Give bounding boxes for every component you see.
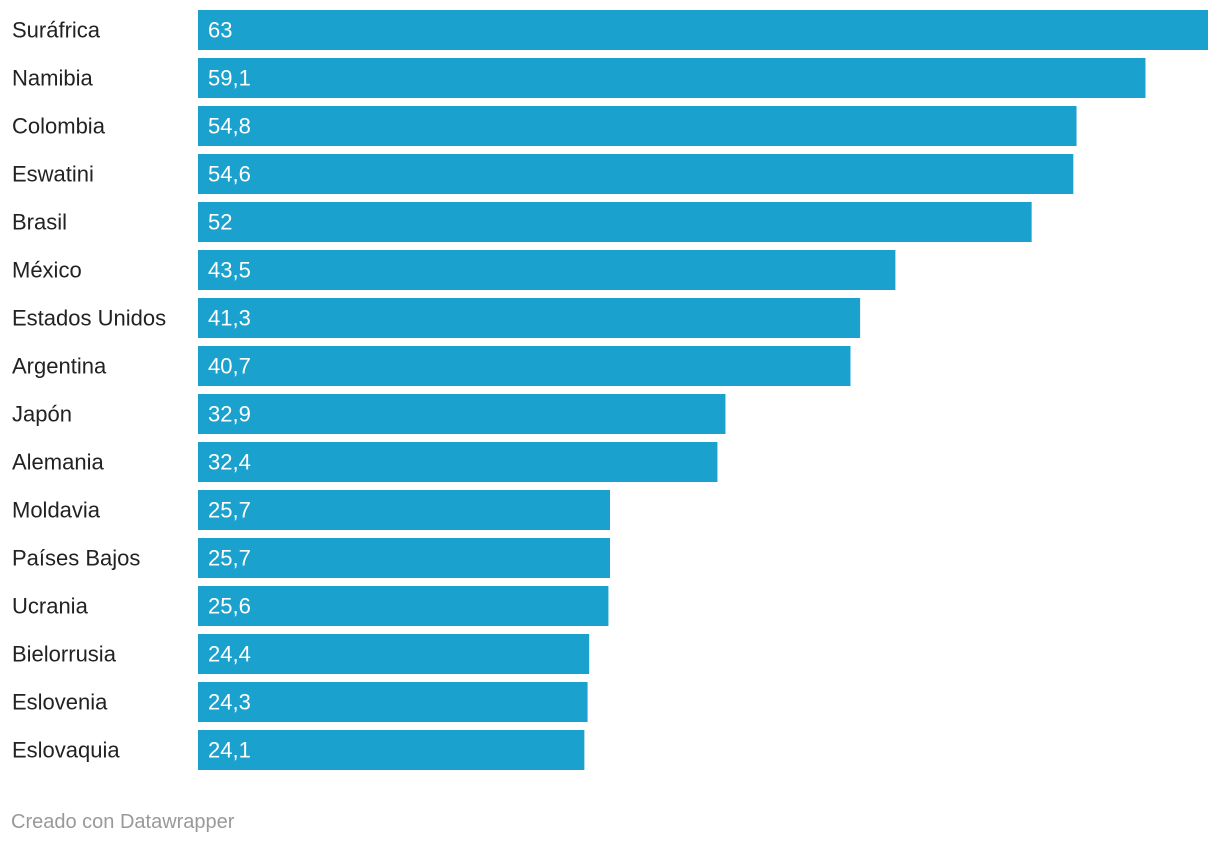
bar	[198, 106, 1077, 146]
category-label: Namibia	[12, 66, 93, 91]
category-label: Colombia	[12, 114, 106, 139]
category-label: Suráfrica	[12, 18, 101, 43]
value-label: 54,8	[208, 114, 251, 139]
bar	[198, 154, 1074, 194]
category-label: Moldavia	[12, 498, 101, 523]
bar	[198, 10, 1208, 50]
bar-chart: Suráfrica 63 Namibia 59,1 Colombia 54,8 Eswati…	[12, 10, 1208, 770]
category-label: Estados Unidos	[12, 306, 166, 331]
value-label: 43,5	[208, 258, 251, 283]
bar-row: Alemania 32,4	[12, 442, 718, 482]
category-label: Brasil	[12, 210, 67, 235]
category-label: Bielorrusia	[12, 642, 117, 667]
bar-row: México 43,5	[12, 250, 896, 290]
category-label: Países Bajos	[12, 546, 140, 571]
value-label: 32,4	[208, 450, 251, 475]
bar-row: Bielorrusia 24,4	[12, 634, 590, 674]
bar	[198, 730, 585, 770]
value-label: 59,1	[208, 66, 251, 91]
bar-row: Japón 32,9	[12, 394, 726, 434]
category-label: Eslovaquia	[12, 738, 120, 763]
category-label: Argentina	[12, 354, 107, 379]
bar	[198, 490, 611, 530]
category-label: Ucrania	[12, 594, 89, 619]
value-label: 41,3	[208, 306, 251, 331]
category-label: Japón	[12, 402, 72, 427]
bar-row: Países Bajos 25,7	[12, 538, 611, 578]
bar-row: Eslovaquia 24,1	[12, 730, 585, 770]
value-label: 25,7	[208, 546, 251, 571]
value-label: 54,6	[208, 162, 251, 187]
value-label: 25,6	[208, 594, 251, 619]
value-label: 63	[208, 18, 232, 43]
value-label: 25,7	[208, 498, 251, 523]
bar-row: Eswatini 54,6	[12, 154, 1074, 194]
bar-row: Brasil 52	[12, 202, 1032, 242]
bar	[198, 298, 861, 338]
bar-row: Suráfrica 63	[12, 10, 1208, 50]
value-label: 40,7	[208, 354, 251, 379]
bar-row: Eslovenia 24,3	[12, 682, 588, 722]
category-label: Alemania	[12, 450, 104, 475]
datawrapper-credit[interactable]: Creado con Datawrapper	[11, 811, 235, 833]
bar-row: Argentina 40,7	[12, 346, 851, 386]
value-label: 32,9	[208, 402, 251, 427]
bar	[198, 202, 1032, 242]
bar	[198, 538, 611, 578]
bar	[198, 346, 851, 386]
bar	[198, 394, 726, 434]
bar	[198, 586, 609, 626]
bar	[198, 442, 718, 482]
bar	[198, 58, 1146, 98]
bar	[198, 250, 896, 290]
category-label: Eswatini	[12, 162, 94, 187]
bar-row: Estados Unidos 41,3	[12, 298, 861, 338]
value-label: 24,1	[208, 738, 251, 763]
category-label: México	[12, 258, 82, 283]
bar-row: Moldavia 25,7	[12, 490, 611, 530]
value-label: 24,4	[208, 642, 251, 667]
bar	[198, 634, 590, 674]
bar-row: Colombia 54,8	[12, 106, 1077, 146]
value-label: 24,3	[208, 690, 251, 715]
value-label: 52	[208, 210, 232, 235]
bar	[198, 682, 588, 722]
bar-row: Namibia 59,1	[12, 58, 1146, 98]
bar-row: Ucrania 25,6	[12, 586, 609, 626]
category-label: Eslovenia	[12, 690, 108, 715]
